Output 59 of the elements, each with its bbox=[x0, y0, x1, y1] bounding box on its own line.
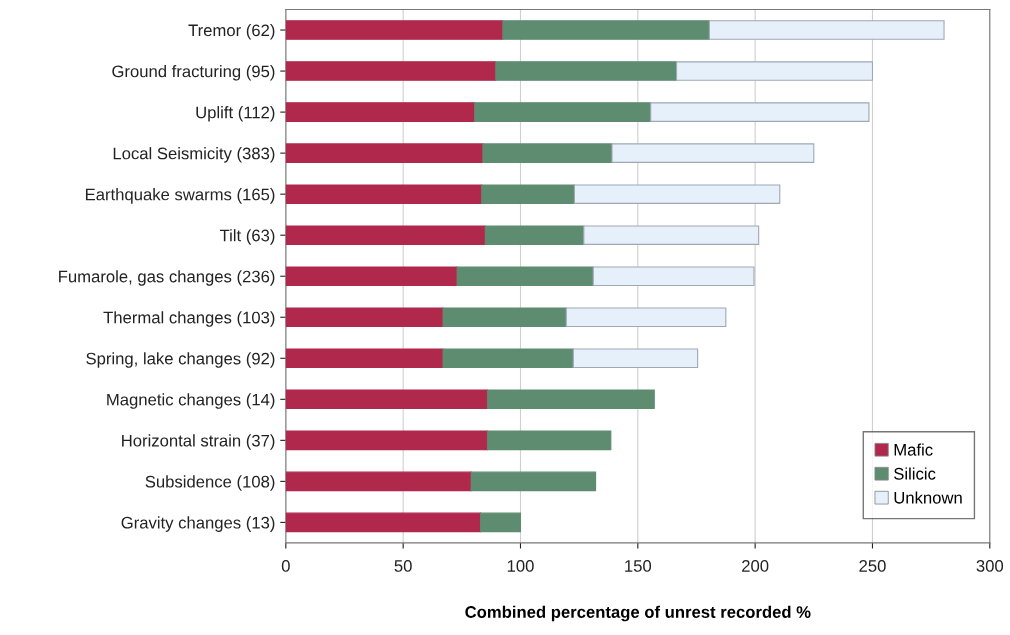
bar bbox=[456, 266, 594, 287]
y-tick-label: Subsidence (108) bbox=[145, 475, 275, 491]
y-tick-label: Magnetic changes (14) bbox=[107, 393, 275, 409]
bar bbox=[573, 184, 781, 204]
bar bbox=[470, 471, 597, 492]
bar bbox=[708, 20, 945, 40]
y-tick-label: Earthquake swarms (165) bbox=[85, 188, 275, 204]
bar bbox=[285, 471, 472, 492]
x-tick-label: 50 bbox=[394, 560, 412, 572]
bar bbox=[285, 184, 483, 204]
bar bbox=[482, 143, 613, 163]
x-tick-label: 0 bbox=[281, 560, 290, 572]
bar bbox=[592, 266, 755, 287]
y-tick-label: Spring, lake changes (92) bbox=[86, 352, 275, 368]
bar bbox=[285, 102, 476, 122]
y-tick-label: Gravity changes (13) bbox=[121, 516, 275, 532]
x-tick-label: 250 bbox=[859, 560, 886, 572]
bar bbox=[675, 61, 874, 81]
legend-label: Mafic bbox=[894, 443, 933, 456]
y-tick-label: Fumarole, gas changes (236) bbox=[59, 270, 275, 286]
x-tick-label: 200 bbox=[742, 560, 769, 572]
bar bbox=[481, 184, 576, 204]
bar bbox=[583, 225, 760, 245]
bar bbox=[285, 430, 489, 451]
bar bbox=[611, 143, 815, 163]
bar bbox=[565, 307, 727, 328]
y-tick-label: Thermal changes (103) bbox=[103, 311, 275, 327]
bar bbox=[285, 348, 444, 369]
bar bbox=[285, 143, 484, 163]
bar bbox=[442, 307, 567, 328]
x-tick-label: 300 bbox=[976, 560, 1004, 572]
bar bbox=[487, 389, 655, 410]
bar bbox=[474, 102, 652, 122]
legend-label: Unknown bbox=[894, 491, 962, 504]
bar bbox=[480, 512, 522, 533]
y-tick-label: Ground fracturing (95) bbox=[112, 65, 275, 81]
y-tick-label: Uplift (112) bbox=[196, 106, 275, 122]
bar bbox=[487, 430, 612, 451]
bar bbox=[650, 102, 870, 122]
bar bbox=[484, 225, 585, 245]
y-tick-label: Local Seismicity (383) bbox=[113, 147, 275, 163]
bar bbox=[285, 20, 504, 40]
x-tick-label: 100 bbox=[507, 560, 534, 572]
bar bbox=[285, 389, 489, 410]
bar bbox=[442, 348, 574, 369]
x-tick-label: 150 bbox=[625, 560, 652, 572]
y-tick-label: Horizontal strain (37) bbox=[122, 434, 275, 450]
legend-label: Silicic bbox=[894, 467, 936, 480]
bar bbox=[285, 61, 497, 81]
bar bbox=[572, 348, 699, 369]
bar bbox=[285, 225, 486, 245]
bar bbox=[285, 266, 458, 287]
bar bbox=[495, 61, 678, 81]
x-axis-title: Combined percentage of unrest recorded % bbox=[465, 605, 811, 622]
y-tick-label: Tremor (62) bbox=[188, 24, 275, 40]
bar bbox=[285, 512, 482, 533]
bar bbox=[502, 20, 710, 40]
bar bbox=[285, 307, 444, 328]
y-tick-label: Tilt (63) bbox=[219, 229, 275, 245]
